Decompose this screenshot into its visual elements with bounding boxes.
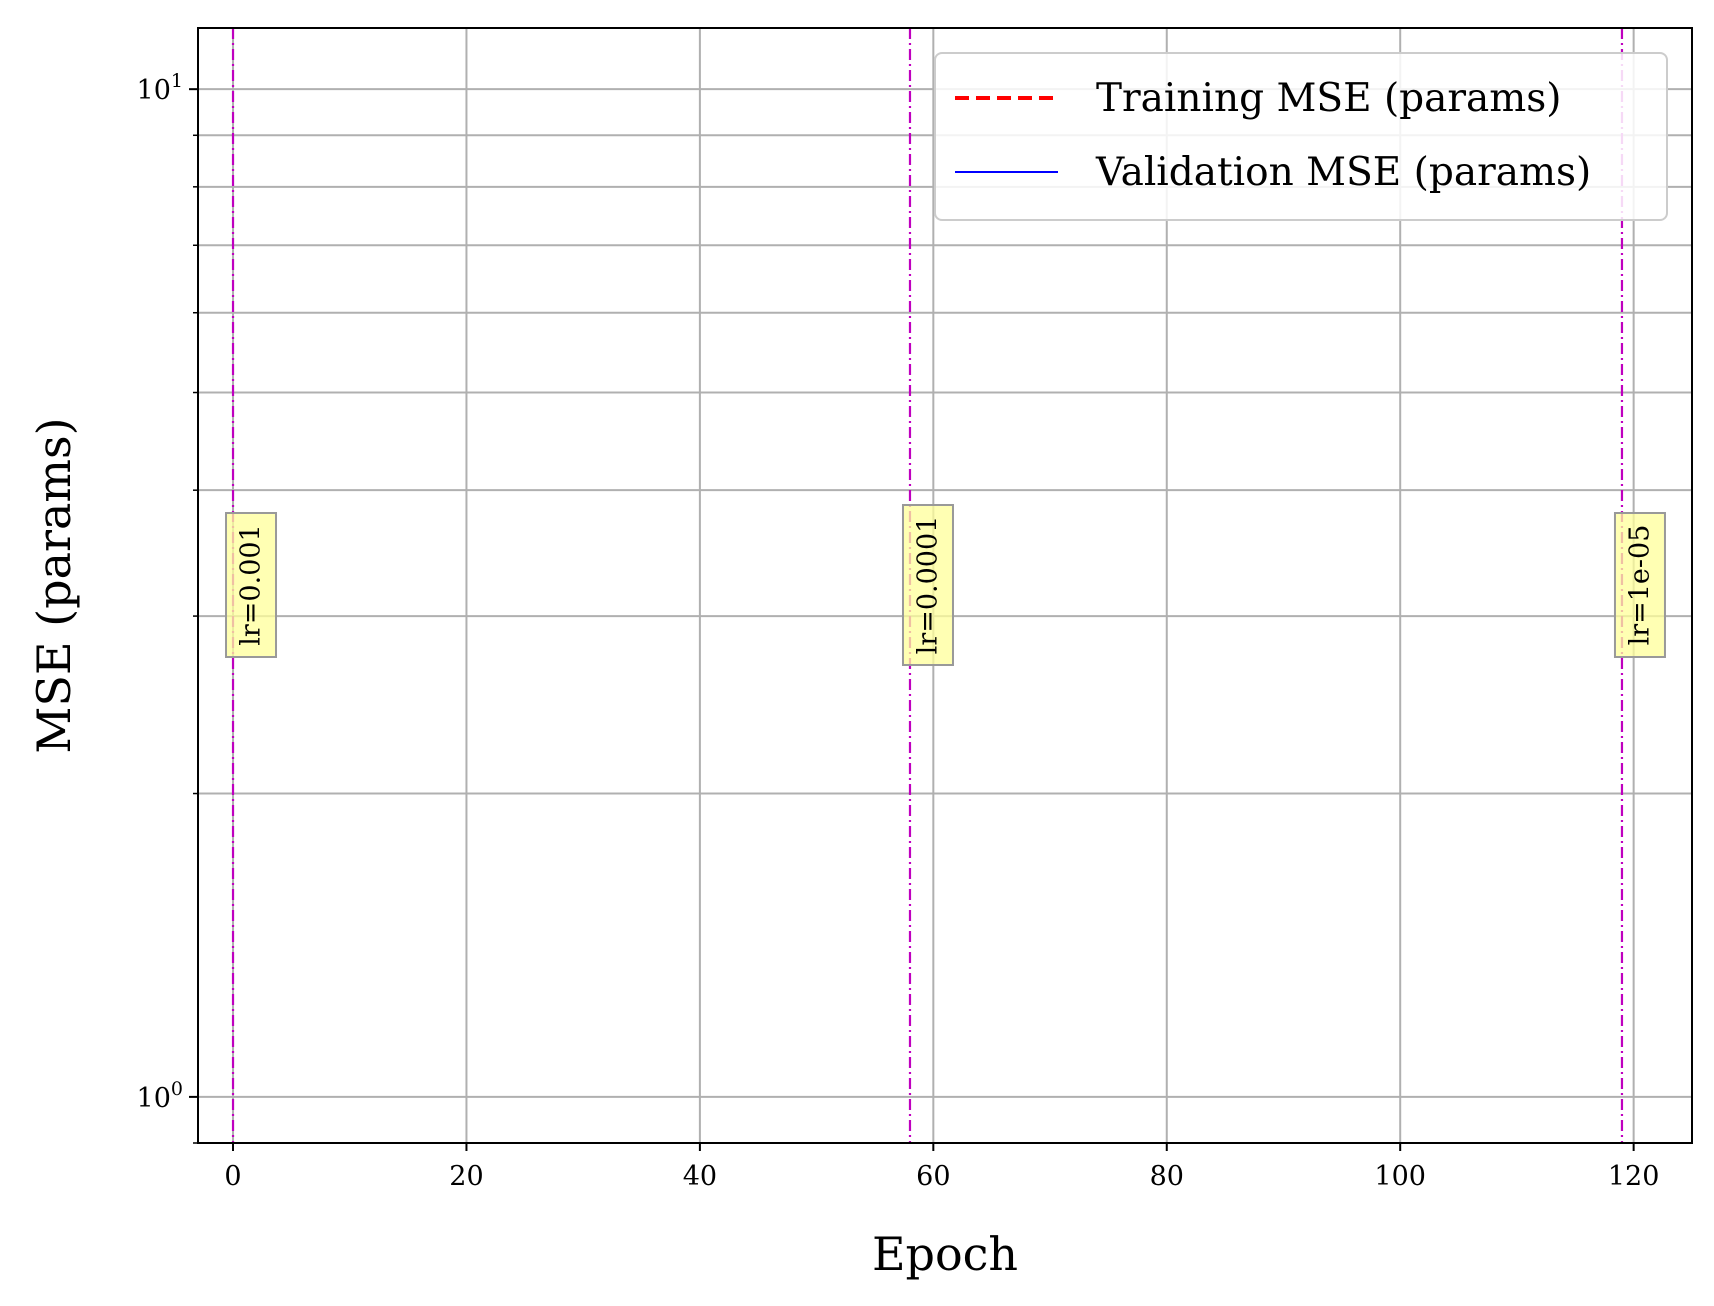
legend-label-training: Training MSE (params) <box>1096 76 1562 121</box>
legend-box <box>934 52 1668 221</box>
lr-annotation: lr=0.0001 <box>901 504 954 666</box>
lr-annotation: lr=1e-05 <box>1613 512 1666 658</box>
lr-annotation-box <box>901 504 954 666</box>
y-tick-label: 100 <box>137 1078 183 1114</box>
lr-annotation-text: lr=1e-05 <box>1624 525 1655 646</box>
x-tick-label: 20 <box>449 1161 483 1192</box>
lr-annotation-text: lr=0.001 <box>236 524 267 645</box>
x-tick-label: 100 <box>1374 1161 1426 1192</box>
legend-label-validation: Validation MSE (params) <box>1095 150 1591 195</box>
lr-annotation-box <box>225 512 278 658</box>
x-tick-label: 40 <box>683 1161 717 1192</box>
y-axis-label: MSE (params) <box>27 417 81 753</box>
y-tick-label: 101 <box>137 70 183 106</box>
x-tick-label: 60 <box>916 1161 950 1192</box>
x-tick-label: 120 <box>1608 1161 1660 1192</box>
x-tick-label: 0 <box>224 1161 241 1192</box>
plot-frame <box>197 27 1693 1144</box>
axis-ticks: 0 20 40 60 80 100 120 100 101 <box>137 70 1660 1192</box>
lr-annotation-box <box>1613 512 1666 658</box>
x-axis-label: Epoch <box>872 1227 1018 1281</box>
lr-annotations: lr=0.001 lr=0.0001 lr=1e-05 <box>225 504 1666 666</box>
legend: Training MSE (params) Validation MSE (pa… <box>934 52 1668 221</box>
lr-annotation: lr=0.001 <box>225 512 278 658</box>
lr-marker-lines <box>231 28 1624 1143</box>
lr-annotation-text: lr=0.0001 <box>912 516 943 655</box>
x-tick-label: 80 <box>1150 1161 1184 1192</box>
